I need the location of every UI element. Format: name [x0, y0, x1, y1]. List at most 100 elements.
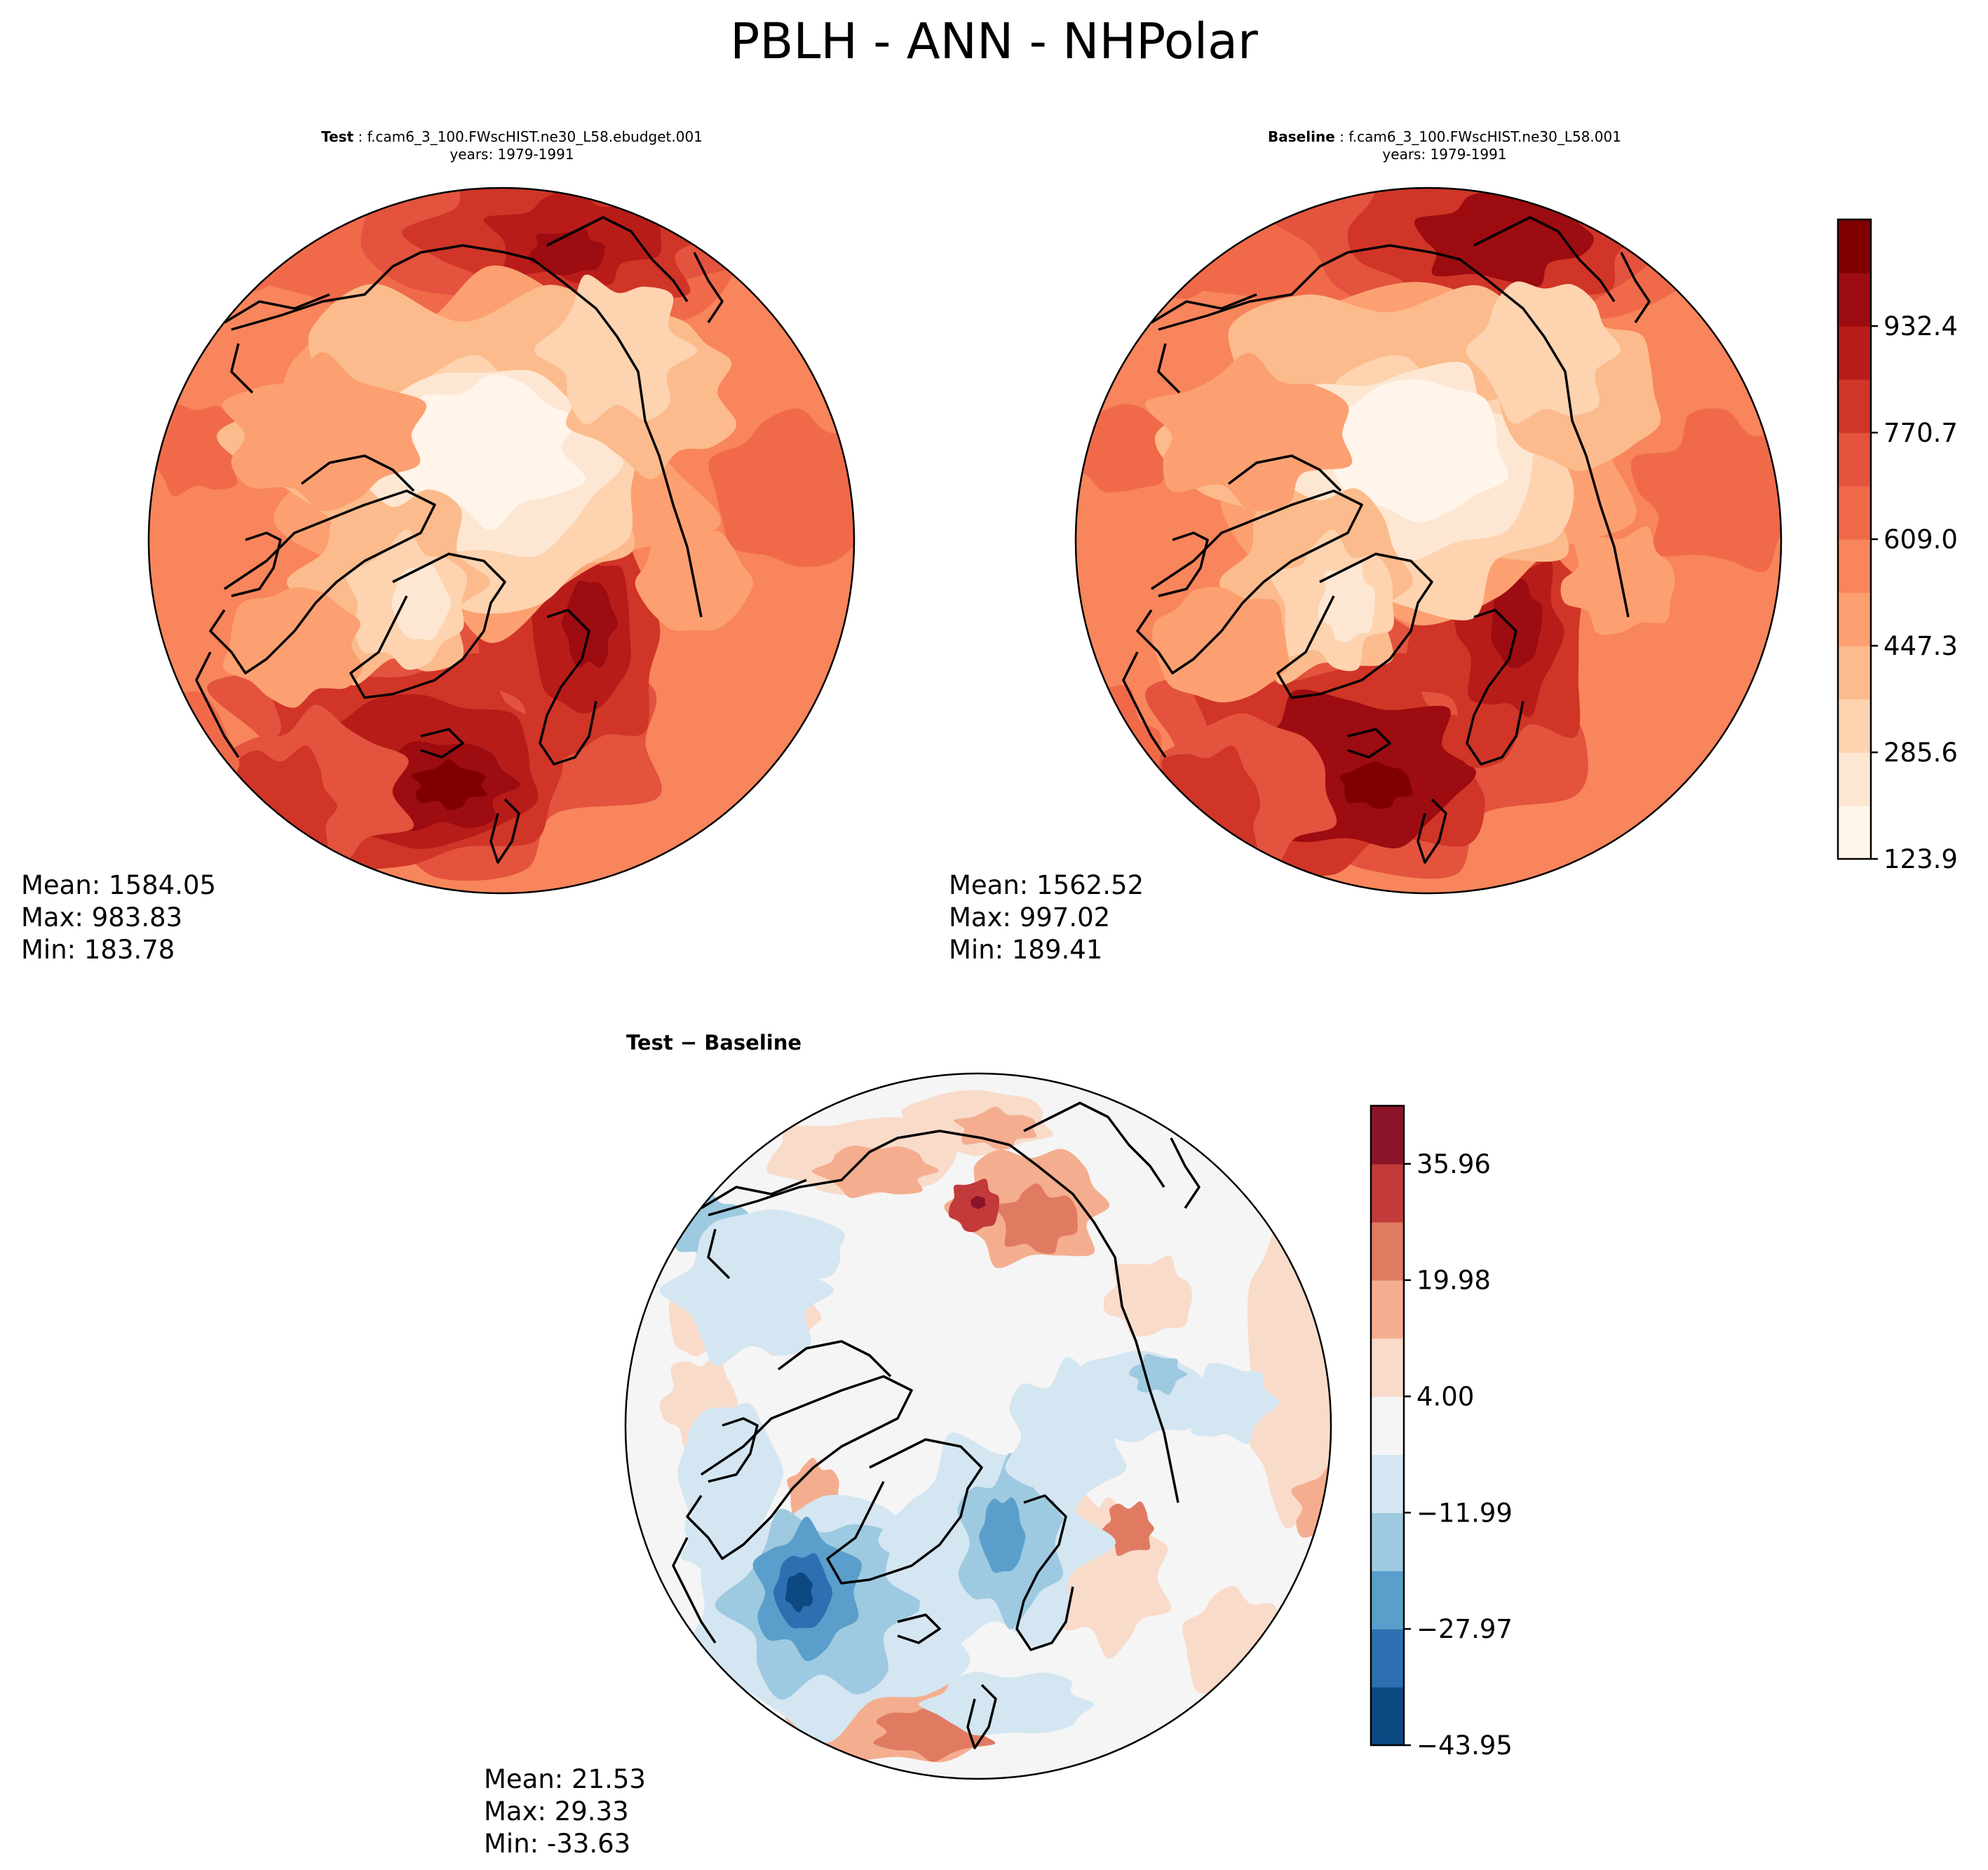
coastline	[1158, 531, 1209, 597]
diff-contour-level-4	[919, 1672, 1095, 1736]
coastline	[1158, 244, 1630, 618]
rdbu-colorbar-segment	[1371, 1687, 1404, 1746]
coastline	[209, 489, 436, 675]
rdbu-colorbar-segment	[1371, 1396, 1404, 1455]
pblh-contour-level-11	[411, 759, 487, 811]
test-years: years: 1979-1991	[449, 146, 574, 163]
rdbu-colorbar-tick-label: −11.99	[1416, 1498, 1513, 1528]
baseline-map-boundary	[1074, 187, 1783, 895]
coastline	[707, 1228, 731, 1280]
rdbu-colorbar-tick-label: 19.98	[1416, 1266, 1491, 1296]
diff-contour-level-4	[696, 1209, 845, 1287]
reds-colorbar-segment	[1838, 326, 1871, 380]
diff-contour-level-8	[995, 1183, 1078, 1254]
rdbu-colorbar-tick-label: 4.00	[1416, 1382, 1474, 1412]
diff-contour-level-6	[1247, 1348, 1331, 1529]
baseline-max: Max: 997.02	[949, 902, 1111, 933]
diff-contour-level-7	[954, 1106, 1036, 1150]
coastline	[546, 216, 689, 302]
diff-contour-level-4	[677, 1403, 784, 1540]
reds-colorbar-segment	[1838, 219, 1871, 273]
baseline-case: f.cam6_3_100.FWscHIST.ne30_L58.001	[1348, 128, 1621, 145]
pblh-contour-level-4	[1145, 353, 1353, 511]
coastline	[195, 651, 240, 758]
coastline	[224, 293, 330, 324]
rdbu-colorbar-segment	[1371, 1163, 1404, 1223]
rdbu-colorbar-frame	[1370, 1104, 1405, 1747]
reds-colorbar-segment	[1838, 646, 1871, 700]
diff-contour-level-7	[1215, 1676, 1324, 1763]
diff-contour-level-4	[680, 1507, 736, 1580]
test-map-boundary	[147, 187, 856, 895]
baseline-years: years: 1979-1991	[1382, 146, 1507, 163]
pblh-contour-level-10	[529, 229, 605, 276]
pblh-contour-level-2	[1466, 281, 1621, 424]
pblh-contour-level-10	[1453, 228, 1534, 278]
reds-colorbar-segment	[1838, 592, 1871, 646]
diff-contour-level-4	[1005, 1357, 1129, 1519]
baseline-panel-title: Baseline : f.cam6_3_100.FWscHIST.ne30_L5…	[1199, 128, 1690, 163]
baseline-mean: Mean: 1562.52	[949, 870, 1144, 900]
figure-title: PBLH - ANN - NHPolar	[730, 13, 1258, 70]
coastline	[708, 1130, 1179, 1503]
coastline	[1416, 798, 1447, 864]
rdbu-colorbar-segment	[1371, 1106, 1404, 1165]
coastline	[693, 252, 724, 323]
pblh-contour-level-4	[223, 587, 363, 708]
baseline-stats: Mean: 1562.52 Max: 997.02 Min: 189.41	[949, 869, 1144, 966]
diff-min: Min: -33.63	[484, 1829, 631, 1859]
pblh-contour-level-10	[562, 580, 618, 668]
rdbu-colorbar-segment	[1371, 1454, 1404, 1513]
reds-colorbar-segment	[1838, 273, 1871, 327]
diff-contour-level-2	[979, 1497, 1026, 1573]
coastline	[1466, 609, 1524, 766]
diff-panel-title: Test − Baseline	[626, 1031, 802, 1055]
coastline	[1023, 1102, 1165, 1188]
diff-stats: Mean: 21.53 Max: 29.33 Min: -33.63	[484, 1763, 646, 1860]
test-stats: Mean: 1584.05 Max: 983.83 Min: 183.78	[21, 869, 216, 966]
rdbu-colorbar-segment	[1371, 1221, 1404, 1281]
coastline	[349, 553, 506, 699]
pblh-contour-level-11	[1339, 761, 1413, 809]
coastline	[1157, 343, 1181, 394]
reds-colorbar-segment	[1838, 433, 1871, 487]
test-panel-title: Test : f.cam6_3_100.FWscHIST.ne30_L58.eb…	[266, 128, 757, 163]
coastline	[420, 728, 464, 759]
coastline	[1227, 454, 1342, 492]
test-case: f.cam6_3_100.FWscHIST.ne30_L58.ebudget.0…	[367, 128, 703, 145]
rdbu-colorbar-segment	[1371, 1512, 1404, 1571]
coastline	[966, 1683, 997, 1749]
coastline	[708, 1417, 759, 1483]
coastline	[300, 454, 415, 492]
reds-colorbar-segment	[1838, 752, 1871, 806]
coastline	[1347, 728, 1391, 759]
coastline	[1015, 1494, 1074, 1651]
baseline-min: Min: 189.41	[949, 935, 1103, 965]
coastline	[231, 531, 282, 597]
coastline	[539, 609, 597, 766]
coastline	[897, 1613, 941, 1644]
pblh-contour-level-1	[391, 565, 452, 640]
test-label: Test	[321, 128, 354, 145]
pblh-contour-level-5	[1095, 530, 1181, 607]
reds-colorbar-tick-label: 770.7	[1884, 418, 1958, 448]
test-map	[147, 187, 856, 895]
reds-colorbar-tick-label: 285.6	[1884, 738, 1958, 768]
coastline	[489, 798, 520, 864]
pblh-contour-level-2	[534, 274, 698, 425]
pblh-contour-level-6	[1076, 404, 1175, 493]
pblh-contour-level-4	[222, 352, 427, 512]
pblh-contour-level-5	[166, 527, 256, 608]
coastline	[1170, 1137, 1201, 1209]
coastline	[1122, 651, 1167, 758]
pblh-contour-level-0	[397, 374, 586, 531]
test-mean: Mean: 1584.05	[21, 870, 217, 900]
coastline	[1151, 293, 1257, 324]
pblh-contour-level-4	[1560, 526, 1675, 635]
rdbu-colorbar-tick-label: −43.95	[1416, 1730, 1513, 1761]
diff-map-boundary	[624, 1072, 1332, 1780]
diff-map	[624, 1072, 1332, 1780]
rdbu-colorbar-segment	[1371, 1338, 1404, 1397]
rdbu-colorbar-segment	[1371, 1571, 1404, 1630]
